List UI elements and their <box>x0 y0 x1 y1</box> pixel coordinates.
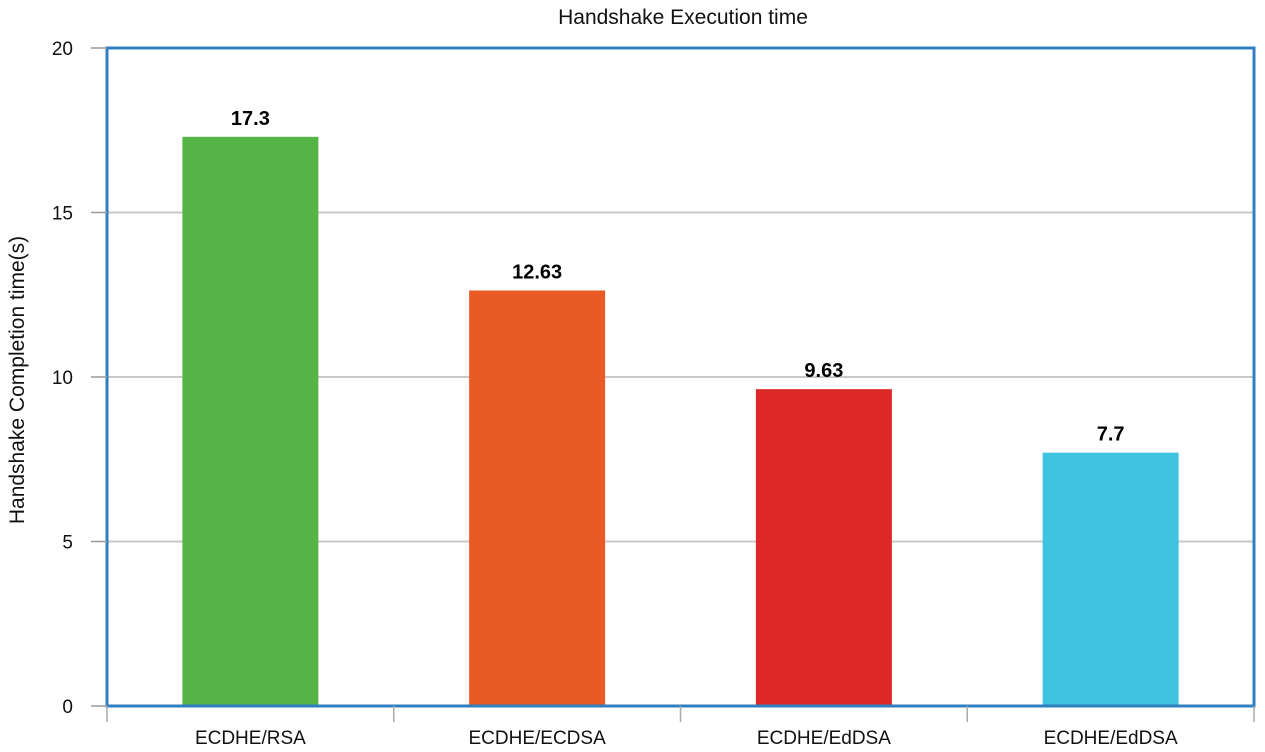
y-tick-label: 15 <box>52 204 73 225</box>
x-tick-label: ECDHE/ECDSA <box>469 728 607 749</box>
data-label: 12.63 <box>512 261 562 283</box>
bar <box>1042 452 1179 706</box>
data-labels: 17.3 12.63 9.63 7.7 <box>231 108 1125 446</box>
bar <box>469 290 606 706</box>
data-label: 17.3 <box>231 108 270 130</box>
data-label: 7.7 <box>1097 424 1125 446</box>
chart-title: Handshake Execution time <box>558 6 808 29</box>
axis-ticks: 0 5 10 15 20 ECDHE/RSA ECDHE/ECDSA ECDHE/EdDSA E… <box>52 39 1255 749</box>
y-tick-label: 0 <box>62 697 73 718</box>
bars <box>182 136 1179 706</box>
data-label: 9.63 <box>804 360 843 382</box>
x-tick-label: ECDHE/RSA <box>195 728 306 749</box>
x-tick-label: ECDHE/EdDSA <box>757 728 891 749</box>
y-tick-label: 10 <box>52 368 73 389</box>
y-axis-title: Handshake Completion time(s) <box>6 236 29 524</box>
x-tick-label: ECDHE/EdDSA <box>1044 728 1178 749</box>
y-tick-label: 20 <box>52 39 73 60</box>
bar <box>755 389 892 706</box>
bar <box>182 136 319 706</box>
y-tick-label: 5 <box>62 533 73 554</box>
